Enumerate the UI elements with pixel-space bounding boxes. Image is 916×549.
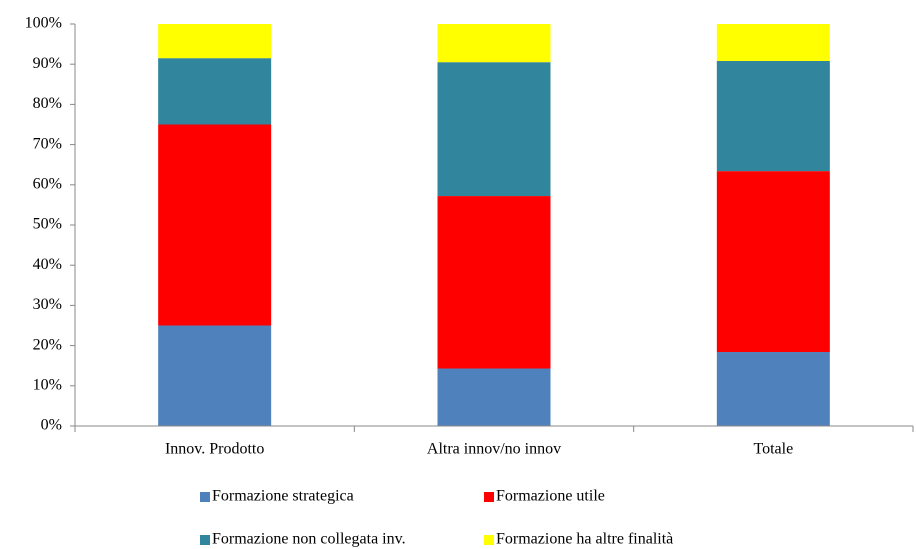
y-tick-label: 20% [33,336,62,353]
bar-segment [158,58,272,125]
x-tick-label: Altra innov/no innov [427,441,561,458]
bar-segment [716,24,830,61]
y-tick-label: 50% [33,216,62,233]
bar-segment [716,352,830,426]
bar-segment [158,325,272,426]
bar-segment [437,368,551,426]
legend-swatch [200,492,210,502]
bar-segment [437,62,551,197]
x-tick-label: Totale [753,441,793,458]
y-tick-label: 70% [33,135,62,152]
legend-swatch [200,535,210,545]
legend-label: Formazione utile [496,488,605,505]
bar-segment [716,171,830,353]
y-tick-label: 30% [33,296,62,313]
bar-segment [716,60,830,172]
y-tick-label: 80% [33,95,62,112]
y-tick-label: 100% [25,15,62,32]
legend-label: Formazione strategica [212,488,354,505]
legend-label: Formazione ha altre finalità [496,531,673,548]
y-tick-label: 90% [33,55,62,72]
y-tick-label: 0% [41,417,62,434]
x-tick-label: Innov. Prodotto [165,441,264,458]
y-tick-label: 10% [33,376,62,393]
bar-segment [158,24,272,59]
legend-swatch [484,492,494,502]
bar-segment [437,196,551,369]
legend-label: Formazione non collegata inv. [212,531,406,548]
bar-segment [437,24,551,63]
y-tick-label: 40% [33,256,62,273]
y-tick-label: 60% [33,175,62,192]
legend-swatch [484,535,494,545]
bar-segment [158,124,272,326]
